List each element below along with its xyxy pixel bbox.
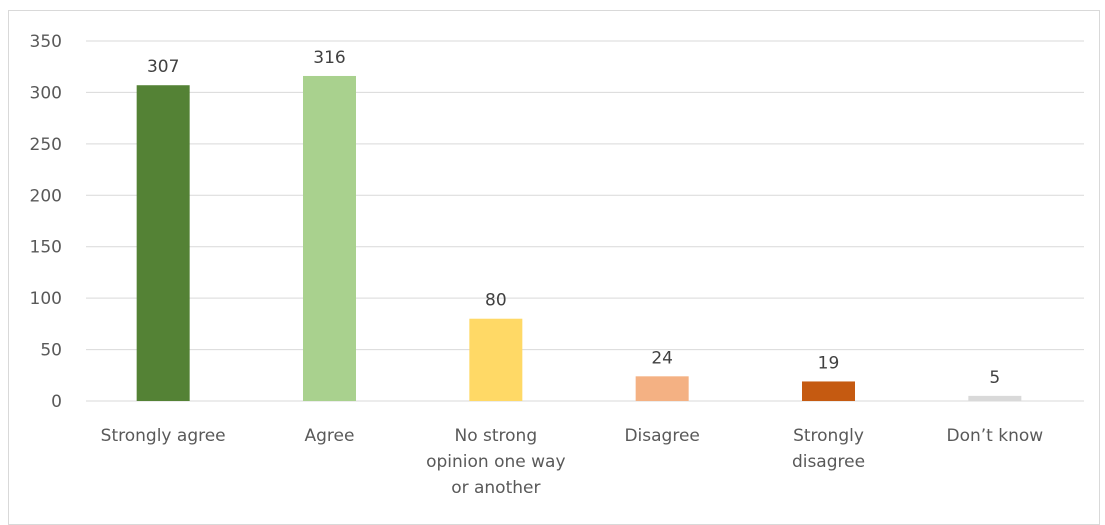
gridlines — [86, 40, 1084, 402]
bar — [303, 75, 356, 401]
data-labels: 307 316 80 24 19 5 — [147, 48, 1000, 388]
bar — [469, 318, 523, 401]
y-tick-label: 50 — [40, 341, 62, 361]
bar — [802, 381, 855, 401]
y-tick-label: 350 — [30, 32, 62, 52]
bar — [136, 85, 190, 401]
data-label: 5 — [989, 368, 1000, 388]
data-label: 19 — [818, 353, 840, 373]
category-label: No strong opinion one way or another — [426, 426, 565, 498]
data-label: 316 — [313, 48, 345, 68]
category-label: Strongly agree — [101, 426, 226, 446]
y-tick-label: 0 — [51, 392, 62, 412]
category-label: Agree — [305, 426, 355, 446]
y-axis-tick-labels: 0 50 100 150 200 250 300 350 — [30, 32, 62, 412]
y-tick-label: 300 — [30, 83, 62, 103]
data-label: 307 — [147, 57, 179, 77]
y-tick-label: 200 — [30, 186, 62, 206]
category-labels: Strongly agree Agree No strong opinion one … — [101, 426, 1044, 498]
y-tick-label: 100 — [30, 289, 62, 309]
chart-frame — [8, 10, 1100, 525]
data-label: 24 — [651, 348, 673, 368]
category-label: Don’t know — [946, 426, 1043, 446]
category-label: Strongly disagree — [792, 426, 865, 472]
category-label: Disagree — [624, 426, 699, 446]
bar — [635, 376, 689, 401]
bars — [136, 75, 1022, 401]
data-label: 80 — [485, 291, 507, 311]
bar — [968, 395, 1022, 401]
y-tick-label: 250 — [30, 135, 62, 155]
y-tick-label: 150 — [30, 238, 62, 258]
